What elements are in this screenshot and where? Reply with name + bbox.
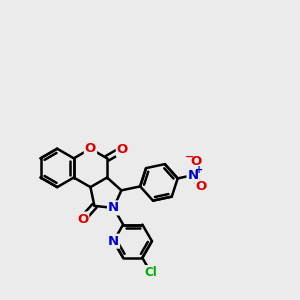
Text: −: − <box>185 152 195 162</box>
Text: N: N <box>108 235 119 248</box>
Text: O: O <box>77 212 88 226</box>
Text: N: N <box>108 201 119 214</box>
Text: O: O <box>195 180 207 193</box>
Text: O: O <box>117 143 128 156</box>
Text: Cl: Cl <box>144 266 157 279</box>
Text: +: + <box>195 165 204 175</box>
Text: O: O <box>190 155 201 168</box>
Text: N: N <box>188 169 199 182</box>
Text: O: O <box>85 142 96 155</box>
